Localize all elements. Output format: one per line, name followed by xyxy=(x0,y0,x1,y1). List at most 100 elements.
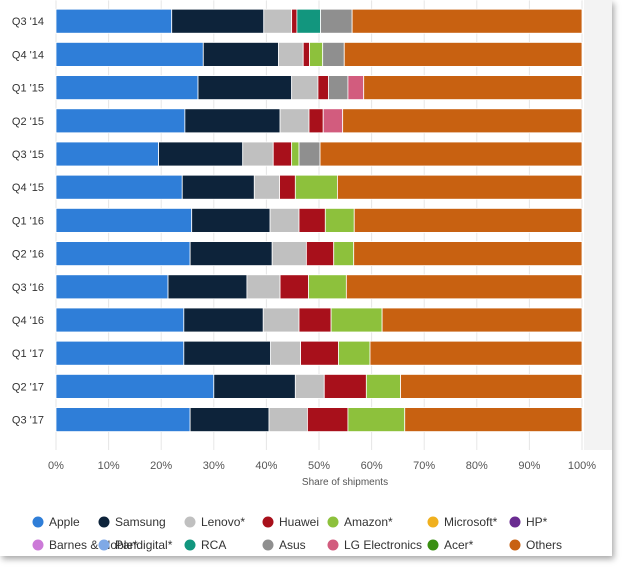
bar-segment[interactable] xyxy=(55,8,173,34)
bar-segment[interactable] xyxy=(55,340,185,366)
legend-label[interactable]: Acer* xyxy=(444,538,474,552)
bar-segment[interactable] xyxy=(330,307,383,333)
y-tick-label: Q1 '16 xyxy=(12,215,44,227)
bar-segment[interactable] xyxy=(158,141,244,167)
bar-segment[interactable] xyxy=(302,42,310,67)
legend-label[interactable]: Samsung xyxy=(115,515,166,529)
bar-segment[interactable] xyxy=(347,407,406,433)
bar-segment[interactable] xyxy=(317,75,329,100)
bar-segment[interactable] xyxy=(381,307,583,333)
legend-label[interactable]: Microsoft* xyxy=(444,515,498,529)
bar-segment[interactable] xyxy=(337,174,583,200)
bar-segment[interactable] xyxy=(363,75,583,100)
bar-segment[interactable] xyxy=(338,340,371,366)
legend-label[interactable]: Others xyxy=(526,538,562,552)
bar-segment[interactable] xyxy=(369,340,583,366)
bar-segment[interactable] xyxy=(342,108,583,134)
bar-segment[interactable] xyxy=(291,75,319,100)
legend-label[interactable]: LG Electronics xyxy=(344,538,422,552)
bar-segment[interactable] xyxy=(294,174,338,200)
bar-segment[interactable] xyxy=(55,141,159,167)
bar-segment[interactable] xyxy=(191,207,271,233)
bar-segment[interactable] xyxy=(197,75,293,100)
bar-segment[interactable] xyxy=(213,373,296,399)
bar-segment[interactable] xyxy=(55,274,169,300)
bar-segment[interactable] xyxy=(333,241,355,267)
bar-segment[interactable] xyxy=(263,8,293,34)
bar-segment[interactable] xyxy=(269,207,300,233)
legend-label[interactable]: Barnes & Noble* xyxy=(49,538,138,552)
bar-segment[interactable] xyxy=(328,75,349,100)
bar-segment[interactable] xyxy=(291,141,300,167)
bar-segment[interactable] xyxy=(55,207,193,233)
bar-segment[interactable] xyxy=(183,340,272,366)
bar-segment[interactable] xyxy=(400,373,583,399)
bar-segment[interactable] xyxy=(307,407,349,433)
bar-segment[interactable] xyxy=(319,141,583,167)
bar-segment[interactable] xyxy=(55,174,183,200)
legend-marker xyxy=(509,516,521,528)
bar-segment[interactable] xyxy=(345,274,583,300)
bar-segment[interactable] xyxy=(298,141,321,167)
legend-label[interactable]: Huawei xyxy=(279,515,319,529)
bar-segment[interactable] xyxy=(183,307,264,333)
legend-label[interactable]: Lenovo* xyxy=(201,515,245,529)
bar-segment[interactable] xyxy=(309,42,324,67)
legend-label[interactable]: Amazon* xyxy=(344,515,393,529)
bar-segment[interactable] xyxy=(189,407,270,433)
bar-segment[interactable] xyxy=(189,241,273,267)
bar-segment[interactable] xyxy=(262,307,300,333)
bar-segment[interactable] xyxy=(298,307,332,333)
bar-segment[interactable] xyxy=(55,241,191,267)
legend-label[interactable]: Apple xyxy=(49,515,80,529)
bar-segment[interactable] xyxy=(246,274,281,300)
bar-segment[interactable] xyxy=(181,174,255,200)
bar-segment[interactable] xyxy=(55,108,186,134)
bar-segment[interactable] xyxy=(343,42,583,67)
bar-segment[interactable] xyxy=(279,108,310,134)
bar-segment[interactable] xyxy=(305,241,335,267)
bar-segment[interactable] xyxy=(272,141,293,167)
bar-segment[interactable] xyxy=(351,8,583,34)
bar-segment[interactable] xyxy=(55,407,191,433)
bar-segment[interactable] xyxy=(55,373,215,399)
bar-segment[interactable] xyxy=(322,42,345,67)
bar-segment[interactable] xyxy=(365,373,401,399)
bar-segment[interactable] xyxy=(300,340,339,366)
bar-segment[interactable] xyxy=(404,407,583,433)
bar-segment[interactable] xyxy=(270,340,301,366)
legend-label[interactable]: Pandigital* xyxy=(115,538,173,552)
bar-segment[interactable] xyxy=(308,274,347,300)
bar-segment[interactable] xyxy=(298,207,326,233)
legend-label[interactable]: Asus xyxy=(279,538,306,552)
bar-segment[interactable] xyxy=(202,42,279,67)
bar-segment[interactable] xyxy=(167,274,248,300)
bar-segment[interactable] xyxy=(279,174,296,200)
bar-segment[interactable] xyxy=(279,274,309,300)
bar-segment[interactable] xyxy=(291,8,298,34)
bar-segment[interactable] xyxy=(353,207,583,233)
bar-segment[interactable] xyxy=(171,8,265,34)
bar-segment[interactable] xyxy=(55,75,199,100)
bar-segment[interactable] xyxy=(323,373,367,399)
bar-segment[interactable] xyxy=(320,8,353,34)
bar-segment[interactable] xyxy=(278,42,304,67)
bar-segment[interactable] xyxy=(294,373,325,399)
x-tick-label: 100% xyxy=(568,460,596,472)
bar-segment[interactable] xyxy=(253,174,280,200)
bar-segment[interactable] xyxy=(308,108,324,134)
bar-segment[interactable] xyxy=(353,241,583,267)
legend-label[interactable]: RCA xyxy=(201,538,226,552)
bar-segment[interactable] xyxy=(347,75,365,100)
bar-segment[interactable] xyxy=(322,108,344,134)
bar-segment[interactable] xyxy=(184,108,281,134)
bar-segment[interactable] xyxy=(324,207,355,233)
legend-label[interactable]: HP* xyxy=(526,515,548,529)
bar-segment[interactable] xyxy=(242,141,274,167)
bar-segment[interactable] xyxy=(55,42,204,67)
y-tick-label: Q2 '15 xyxy=(12,116,44,128)
bar-segment[interactable] xyxy=(55,307,185,333)
bar-segment[interactable] xyxy=(296,8,321,34)
bar-segment[interactable] xyxy=(271,241,307,267)
bar-segment[interactable] xyxy=(268,407,308,433)
